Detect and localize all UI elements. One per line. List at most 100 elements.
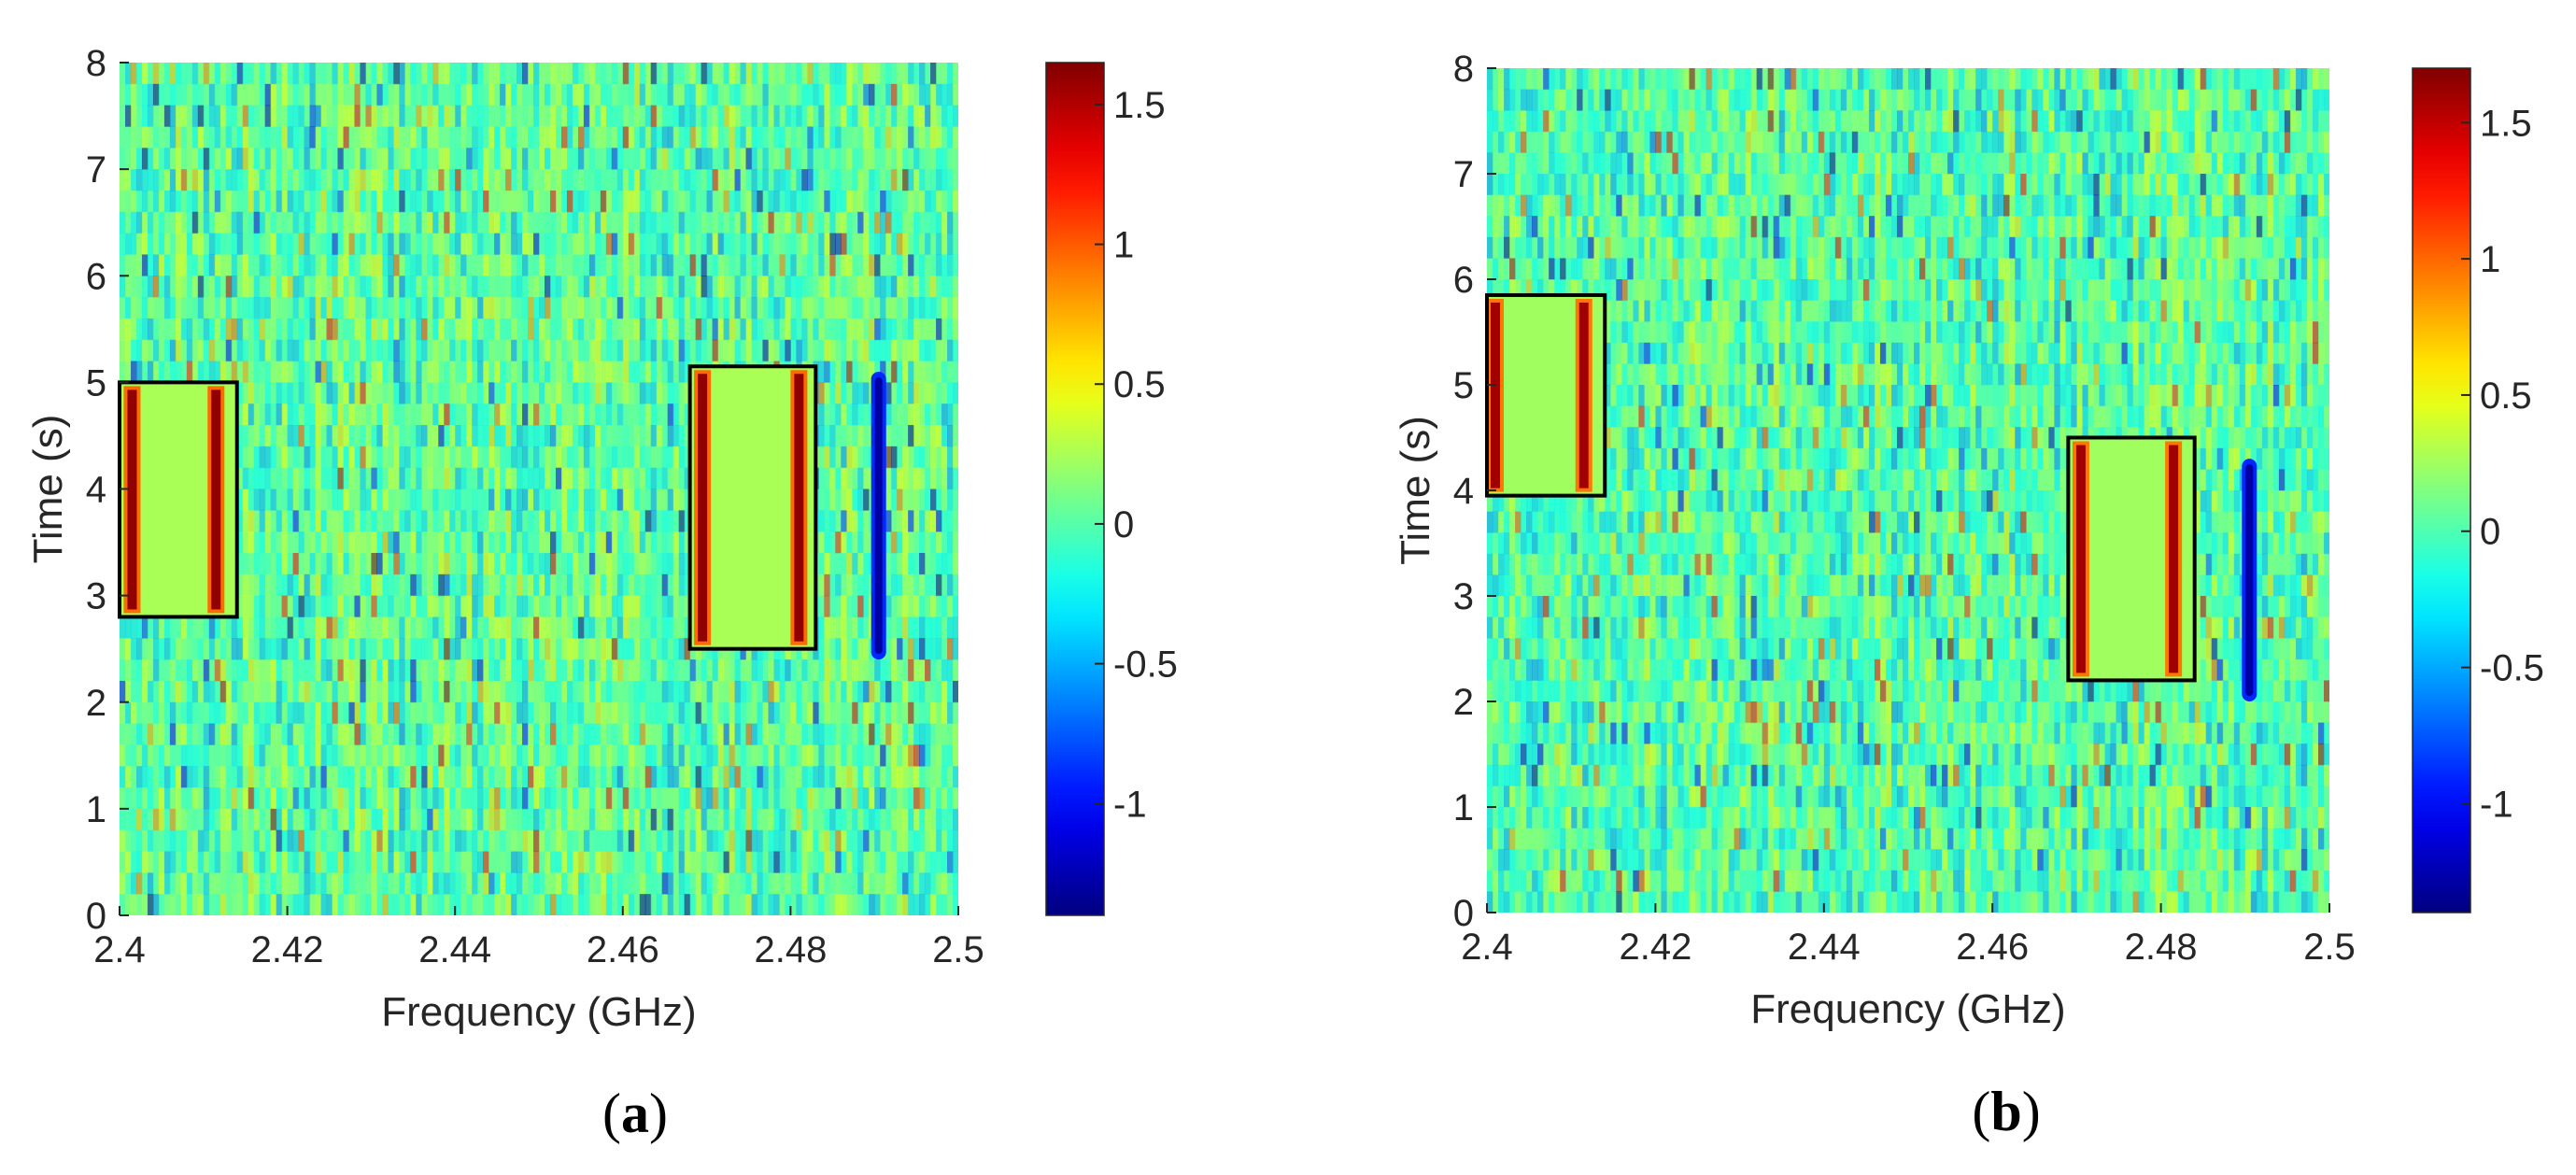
heatmap-cell (483, 425, 489, 447)
heatmap-cell (455, 211, 461, 234)
heatmap-cell (801, 808, 808, 831)
heatmap-cell (477, 488, 484, 511)
heatmap-cell (348, 63, 356, 85)
heatmap-cell (745, 894, 753, 915)
heatmap-cell (539, 148, 545, 170)
heatmap-cell (399, 467, 405, 490)
heatmap-cell (214, 744, 221, 767)
heatmap-cell (175, 254, 182, 276)
heatmap-cell (427, 872, 433, 895)
heatmap-cell (242, 488, 249, 511)
heatmap-cell (225, 766, 233, 788)
heatmap-cell (343, 552, 350, 575)
heatmap-cell (594, 211, 602, 234)
heatmap-cell (354, 872, 361, 895)
heatmap-cell (292, 616, 300, 639)
heatmap-cell (572, 552, 579, 575)
heatmap-cell (701, 894, 708, 915)
heatmap-cell (270, 126, 277, 149)
heatmap-cell (650, 531, 658, 554)
heatmap-cell (667, 211, 674, 234)
heatmap-cell (594, 659, 602, 682)
heatmap-cell (661, 510, 669, 532)
heatmap-cell (616, 595, 624, 618)
heatmap-cell (511, 659, 517, 682)
heatmap-cell (549, 744, 557, 767)
heatmap-cell (270, 766, 277, 788)
heatmap-cell (354, 616, 361, 639)
heatmap-cell (583, 744, 590, 767)
heatmap-cell (796, 254, 802, 276)
heatmap-cell (208, 126, 216, 149)
heatmap-cell (583, 126, 590, 149)
heatmap-cell (528, 105, 534, 128)
heatmap-cell (477, 425, 484, 447)
heatmap-cell (594, 787, 602, 810)
heatmap-cell (281, 766, 289, 788)
heatmap-cell (242, 190, 249, 213)
heatmap-cell (555, 148, 562, 170)
heatmap-cell (281, 701, 289, 725)
heatmap-cell (404, 105, 411, 128)
heatmap-cell (555, 382, 562, 404)
heatmap-cell (717, 276, 725, 298)
heatmap-cell (796, 701, 802, 725)
heatmap-cell (163, 63, 171, 85)
heatmap-cell (656, 339, 663, 362)
heatmap-cell (661, 126, 669, 149)
heatmap-cell (583, 83, 590, 106)
heatmap-cell (684, 552, 691, 575)
heatmap-cell (494, 894, 501, 915)
heatmap-cell (404, 169, 411, 191)
heatmap-cell (186, 254, 193, 276)
heatmap-cell (315, 595, 322, 618)
heatmap-cell (141, 829, 149, 853)
heatmap-cell (449, 297, 456, 319)
heatmap-cell (326, 148, 333, 170)
heatmap-cell (577, 446, 585, 469)
heatmap-cell (539, 894, 545, 915)
heatmap-cell (404, 190, 411, 213)
heatmap-cell (483, 105, 489, 128)
heatmap-cell (191, 276, 199, 298)
heatmap-cell (365, 254, 372, 276)
heatmap-cell (141, 63, 149, 85)
heatmap-cell (511, 723, 517, 745)
heatmap-cell (315, 382, 322, 404)
heatmap-cell (549, 701, 557, 725)
heatmap-cell (399, 531, 405, 554)
heatmap-cell (522, 467, 529, 490)
heatmap-cell (678, 595, 686, 618)
heatmap-cell (270, 297, 277, 319)
heatmap-cell (231, 276, 238, 298)
heatmap-cell (644, 105, 652, 128)
heatmap-cell (354, 169, 361, 191)
heatmap-cell (242, 808, 249, 831)
heatmap-cell (416, 552, 422, 575)
heatmap-cell (483, 744, 489, 767)
heatmap-cell (449, 105, 456, 128)
heatmap-cell (549, 766, 557, 788)
heatmap-cell (611, 552, 618, 575)
heatmap-cell (197, 766, 205, 788)
heatmap-cell (124, 638, 132, 660)
heatmap-cell (455, 297, 461, 319)
heatmap-cell (667, 787, 674, 810)
heatmap-cell (656, 744, 663, 767)
heatmap-cell (517, 63, 523, 85)
heatmap-cell (203, 169, 210, 191)
heatmap-cell (572, 254, 579, 276)
heatmap-cell (438, 339, 445, 362)
heatmap-cell (421, 808, 428, 831)
heatmap-cell (298, 851, 305, 873)
heatmap-cell (511, 361, 517, 383)
heatmap-cell (667, 872, 674, 895)
heatmap-cell (326, 510, 333, 532)
heatmap-cell (460, 787, 467, 810)
heatmap-cell (158, 723, 165, 745)
heatmap-cell (186, 83, 193, 106)
heatmap-cell (544, 382, 551, 404)
heatmap-cell (388, 573, 394, 597)
heatmap-cell (371, 659, 377, 682)
heatmap-cell (555, 872, 562, 895)
